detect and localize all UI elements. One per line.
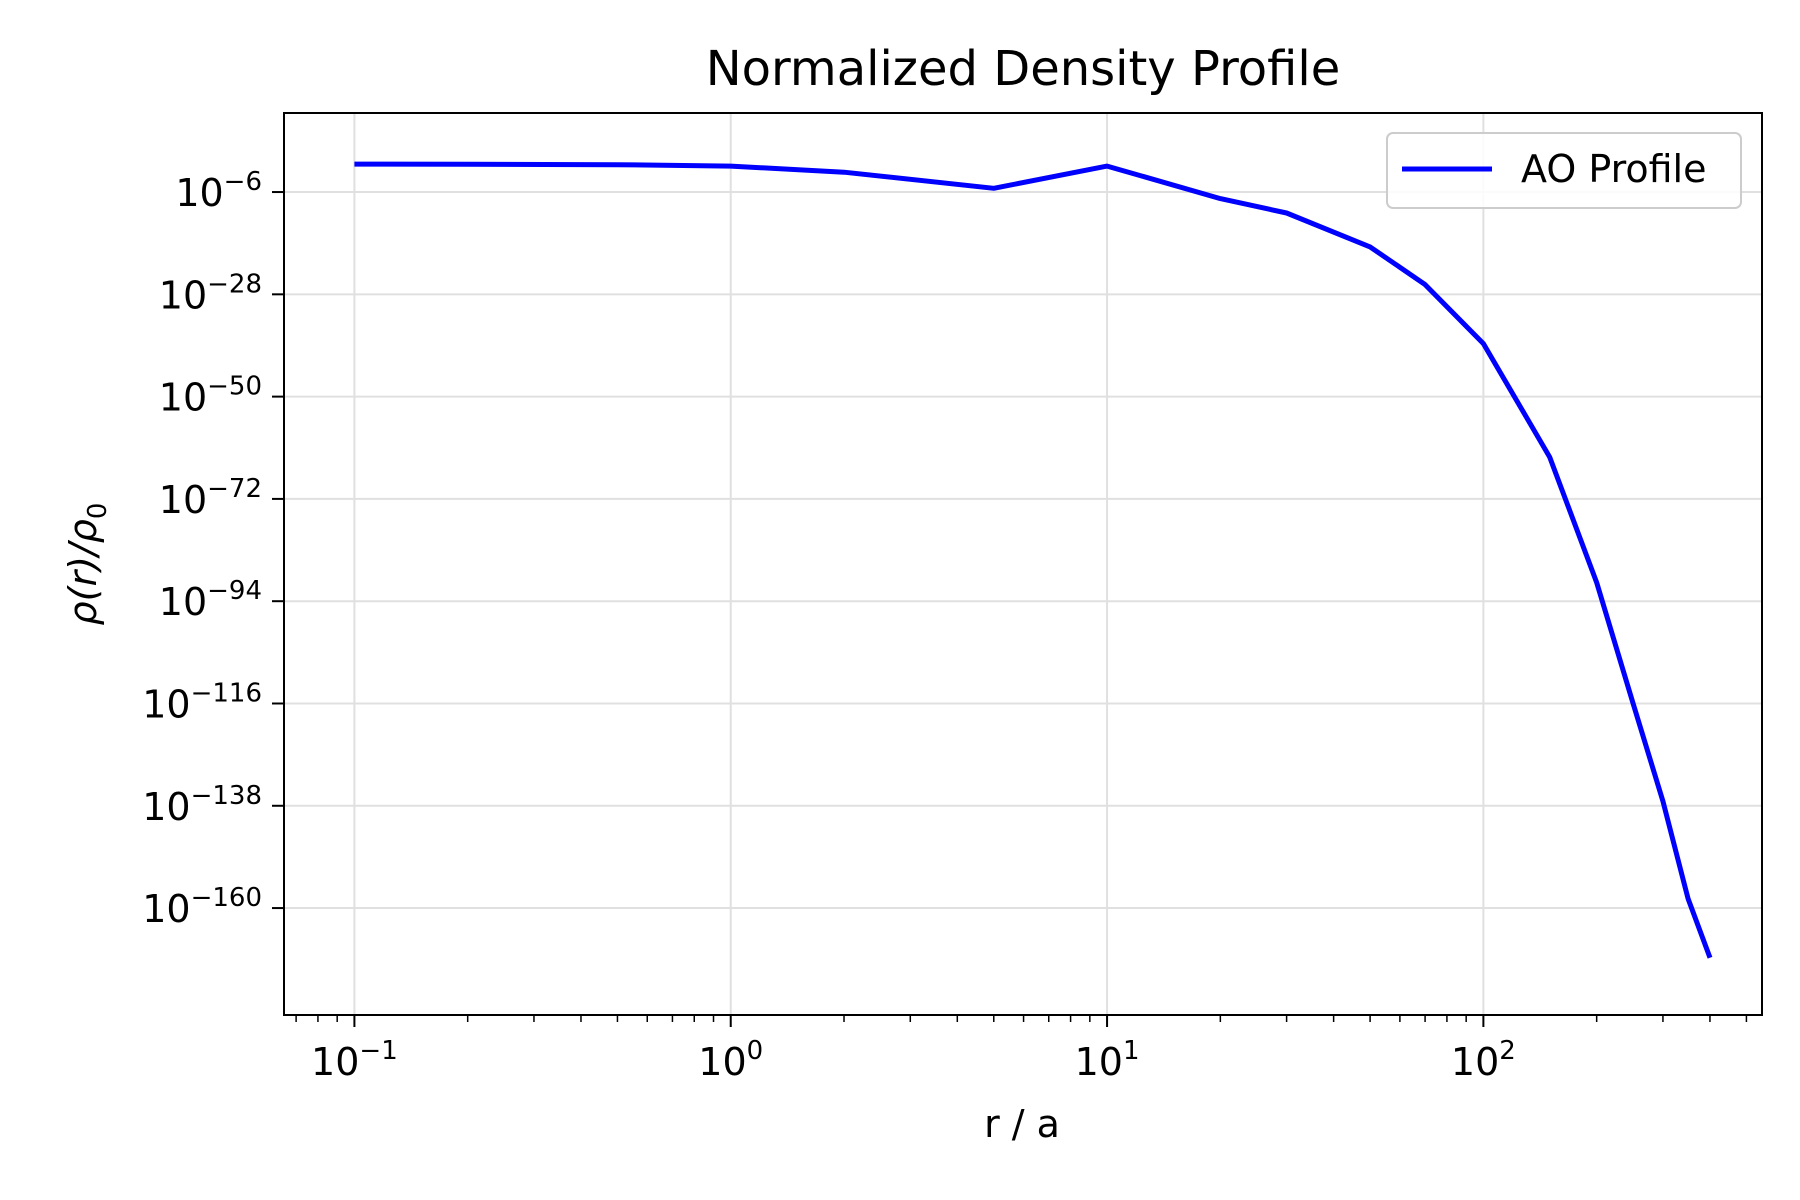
y-tick-exponent: −50 xyxy=(207,372,262,402)
y-tick-base: 10 xyxy=(159,478,207,522)
x-axis-label: r / a xyxy=(984,1102,1060,1146)
x-tick-base: 10 xyxy=(1451,1040,1499,1084)
y-tick-base: 10 xyxy=(175,171,223,215)
y-tick-base: 10 xyxy=(142,785,190,829)
y-tick-label: 10−160 xyxy=(142,883,262,931)
y-tick-base: 10 xyxy=(142,887,190,931)
x-tick-base: 10 xyxy=(698,1040,746,1084)
x-axis-ticks: 10−1 100 101 102 xyxy=(295,1015,1748,1084)
y-tick-label: 10−138 xyxy=(142,781,262,829)
y-tick-exponent: −28 xyxy=(207,269,262,299)
y-tick-base: 10 xyxy=(142,682,190,726)
y-axis-ticks: 10−610−2810−5010−7210−9410−11610−13810−1… xyxy=(142,167,284,931)
x-tick-label: 10−1 xyxy=(311,1036,398,1084)
legend-label: AO Profile xyxy=(1521,147,1706,191)
legend-frame xyxy=(1386,132,1742,209)
y-tick-base: 10 xyxy=(159,580,207,624)
x-tick-label: 100 xyxy=(698,1036,763,1084)
y-tick-base: 10 xyxy=(159,376,207,420)
x-tick-exponent: 2 xyxy=(1499,1036,1516,1066)
y-axis-label: ρ(r)/ρ0 xyxy=(61,503,113,626)
x-tick-base: 10 xyxy=(1075,1040,1123,1084)
y-tick-exponent: −138 xyxy=(191,781,262,811)
chart-title: Normalized Density Profile xyxy=(706,41,1340,97)
y-tick-label: 10−28 xyxy=(159,269,262,317)
x-tick-label: 101 xyxy=(1075,1036,1140,1084)
x-tick-exponent: −1 xyxy=(359,1036,397,1066)
y-tick-exponent: −160 xyxy=(191,883,262,913)
y-tick-base: 10 xyxy=(159,273,207,317)
y-tick-label: 10−116 xyxy=(142,678,262,726)
y-axis-label-main: ρ(r)/ρ xyxy=(61,519,105,625)
x-tick-base: 10 xyxy=(311,1040,359,1084)
y-tick-label: 10−6 xyxy=(175,167,262,215)
y-tick-exponent: −72 xyxy=(207,474,262,504)
y-tick-exponent: −94 xyxy=(207,576,262,606)
y-tick-exponent: −116 xyxy=(191,678,262,708)
y-tick-label: 10−50 xyxy=(159,372,262,420)
y-tick-label: 10−72 xyxy=(159,474,262,522)
x-tick-exponent: 1 xyxy=(1123,1036,1140,1066)
x-tick-exponent: 0 xyxy=(747,1036,764,1066)
y-tick-exponent: −6 xyxy=(224,167,262,197)
x-tick-label: 102 xyxy=(1451,1036,1516,1084)
y-axis-label-subscript: 0 xyxy=(83,503,113,520)
y-tick-label: 10−94 xyxy=(159,576,262,624)
legend: AO Profile xyxy=(1386,132,1742,209)
series-layer xyxy=(354,161,1713,959)
series-line xyxy=(354,161,1713,959)
